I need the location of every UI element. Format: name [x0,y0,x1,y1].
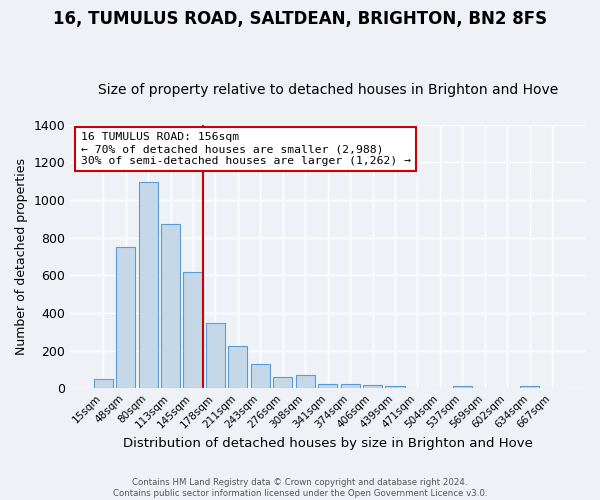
Bar [251,364,270,388]
Bar [229,346,247,389]
Bar [273,377,292,388]
Bar [139,182,158,388]
Text: 16, TUMULUS ROAD, SALTDEAN, BRIGHTON, BN2 8FS: 16, TUMULUS ROAD, SALTDEAN, BRIGHTON, BN… [53,10,547,28]
Bar [184,272,203,388]
Text: 16 TUMULUS ROAD: 156sqm
← 70% of detached houses are smaller (2,988)
30% of semi: 16 TUMULUS ROAD: 156sqm ← 70% of detache… [80,132,410,166]
Bar [341,384,359,388]
Bar [453,386,472,388]
Bar [363,384,382,388]
Y-axis label: Number of detached properties: Number of detached properties [15,158,28,355]
Bar [161,224,180,388]
Bar [94,379,113,388]
Bar [206,324,225,388]
Title: Size of property relative to detached houses in Brighton and Hove: Size of property relative to detached ho… [98,83,558,97]
Bar [116,247,135,388]
Text: Contains HM Land Registry data © Crown copyright and database right 2024.
Contai: Contains HM Land Registry data © Crown c… [113,478,487,498]
Bar [520,386,539,388]
Bar [318,384,337,388]
X-axis label: Distribution of detached houses by size in Brighton and Hove: Distribution of detached houses by size … [123,437,533,450]
Bar [296,375,315,388]
Bar [385,386,404,388]
